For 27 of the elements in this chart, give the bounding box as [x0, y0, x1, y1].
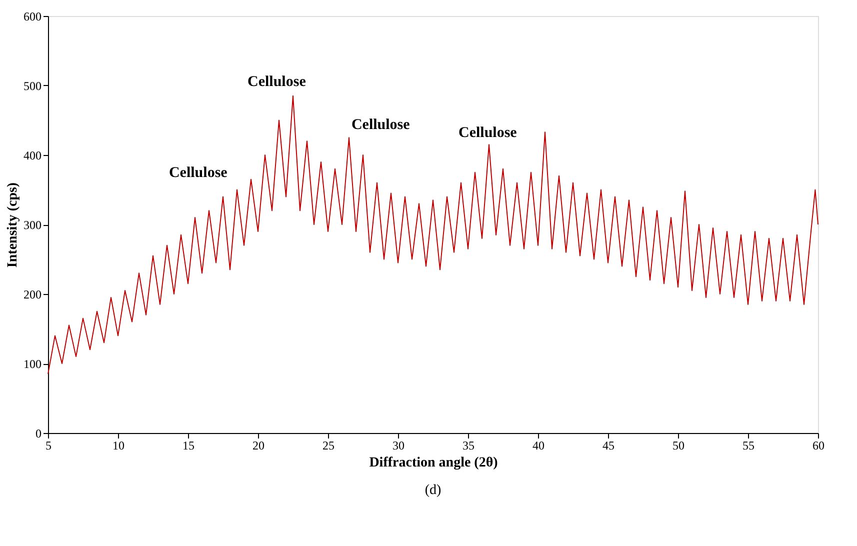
- x-tick-label: 55: [742, 438, 754, 452]
- y-tick-label: 200: [24, 288, 42, 302]
- annotation: Cellulose: [351, 117, 410, 134]
- annotation: Cellulose: [458, 124, 518, 141]
- x-tick-label: 35: [462, 438, 474, 452]
- x-tick-label: 40: [532, 438, 544, 452]
- y-tick-label: 600: [24, 10, 42, 24]
- x-tick-label: 30: [392, 438, 404, 452]
- x-tick-label: 45: [602, 438, 614, 452]
- x-tick-label: 5: [46, 438, 52, 452]
- x-tick-label: 25: [322, 438, 334, 452]
- annotation: Cellulose: [248, 74, 306, 90]
- y-tick-label: 400: [24, 148, 42, 162]
- x-axis-title: Diffraction angle (2θ): [369, 456, 498, 470]
- y-tick-label: 100: [24, 357, 42, 371]
- x-tick-label: 20: [252, 438, 264, 452]
- y-tick-label: 500: [24, 79, 42, 93]
- x-tick-label: 10: [112, 438, 124, 452]
- text: (d): [424, 483, 442, 498]
- line-series: [48, 95, 818, 374]
- y-tick-label: 0: [36, 426, 42, 440]
- annotation: Cellulose: [168, 164, 228, 181]
- x-tick-label: 50: [672, 438, 684, 452]
- x-tick-label: 15: [182, 438, 194, 452]
- y-tick-label: 300: [24, 218, 42, 232]
- x-tick-label: 60: [812, 438, 824, 452]
- y-axis-title: Intensity (cps): [6, 182, 20, 268]
